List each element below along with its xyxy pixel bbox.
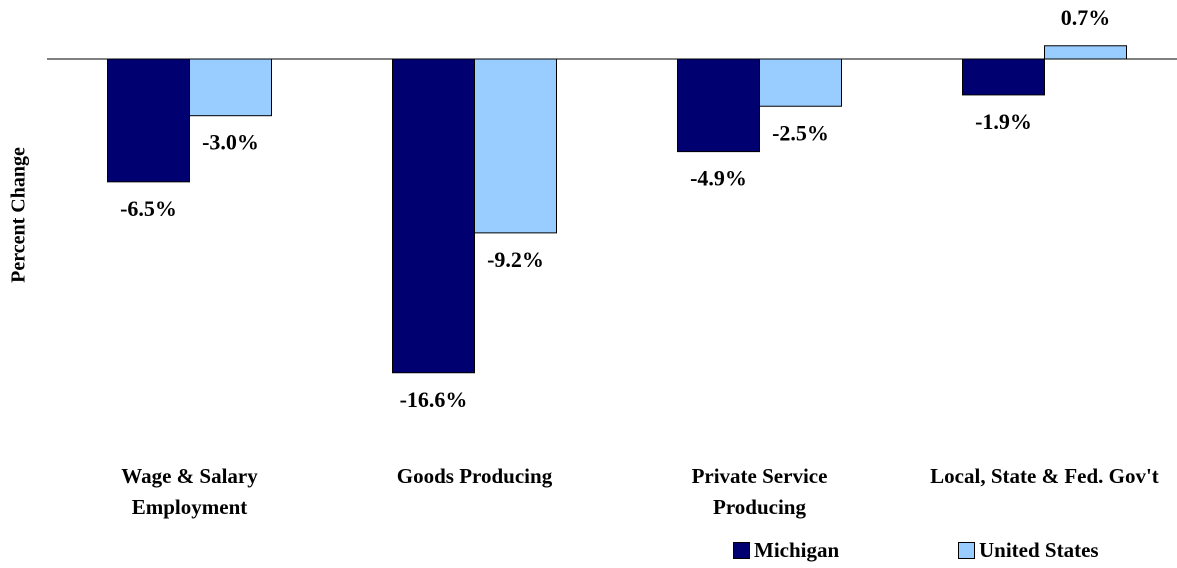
bar <box>189 58 272 117</box>
value-label: -9.2% <box>487 247 544 272</box>
x-tick-label: Wage & Salary Employment <box>121 464 258 519</box>
bar <box>677 58 760 153</box>
legend-label: United States <box>979 538 1099 562</box>
y-axis-title: Percent Change <box>8 147 30 283</box>
bar <box>1044 45 1127 60</box>
legend-label: Michigan <box>754 538 840 562</box>
legend-item: United States <box>958 538 1099 563</box>
value-label: -3.0% <box>202 130 259 155</box>
bar <box>107 58 190 183</box>
value-label: 0.7% <box>1061 5 1111 30</box>
legend-item: Michigan <box>733 538 839 563</box>
bar <box>474 58 557 234</box>
value-label: -16.6% <box>400 387 468 412</box>
value-label: -2.5% <box>772 120 829 145</box>
x-tick-label: Local, State & Fed. Gov't <box>930 464 1159 488</box>
value-label: -6.5% <box>120 196 177 221</box>
x-tick-label: Private Service Producing <box>691 464 828 519</box>
legend-swatch <box>733 542 750 559</box>
bar <box>392 58 475 374</box>
bar <box>962 58 1045 96</box>
value-label: -1.9% <box>975 109 1032 134</box>
x-tick-label: Goods Producing <box>396 464 553 488</box>
bar <box>759 58 842 107</box>
legend-swatch <box>958 542 975 559</box>
value-label: -4.9% <box>690 166 747 191</box>
